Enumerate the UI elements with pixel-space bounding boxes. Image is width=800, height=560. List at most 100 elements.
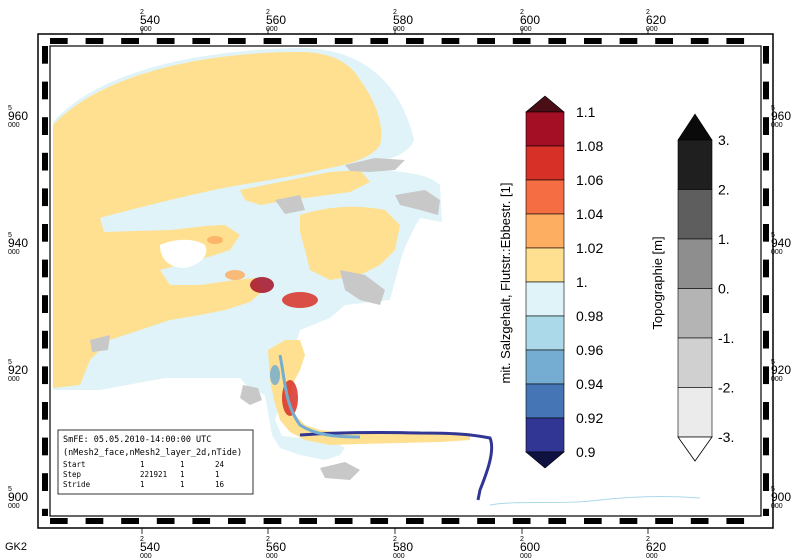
scale-segment-left xyxy=(42,419,48,438)
scale-segment-left xyxy=(42,99,48,118)
scale-segment-top xyxy=(530,38,549,44)
scale-segment-right xyxy=(763,206,769,224)
scale-segment-top xyxy=(245,38,264,44)
scale-segment-bottom xyxy=(459,518,478,524)
y-tick-prefix: 5 xyxy=(8,105,12,112)
info-row-label: Start xyxy=(63,460,86,469)
info-row-label: Stride xyxy=(63,480,91,489)
scale-segment-bottom xyxy=(441,518,460,524)
y-tick-suffix: 000 xyxy=(771,122,783,129)
scale-segment-bottom xyxy=(317,518,335,524)
y-tick-label: 900 xyxy=(8,490,28,504)
scale-segment-left xyxy=(42,46,48,64)
scale-segment-right xyxy=(763,46,769,64)
scale-segment-left xyxy=(42,63,48,82)
info-row-value: 24 xyxy=(215,460,225,469)
scale-segment-right xyxy=(763,135,769,153)
y-tick-suffix: 000 xyxy=(8,376,20,383)
x-tick-prefix: 2 xyxy=(393,536,397,543)
salinity-tick-label: 1.1 xyxy=(576,104,596,120)
scale-segment-top xyxy=(299,38,317,44)
x-axis-ticks: 2540000254000025600002560000258000025800… xyxy=(140,9,666,560)
scale-segment-top xyxy=(673,38,691,44)
scale-segment-bottom xyxy=(566,518,584,524)
x-tick-suffix: 000 xyxy=(646,26,658,33)
topography-tick-label: -3. xyxy=(718,429,734,445)
scale-segment-left xyxy=(42,330,48,349)
scale-segment-top xyxy=(708,38,727,44)
salinity-tick-label: 0.98 xyxy=(576,308,603,324)
scale-segment-bottom xyxy=(726,518,745,524)
scale-segment-bottom xyxy=(619,518,638,524)
x-tick-prefix: 2 xyxy=(266,536,270,543)
y-tick-suffix: 000 xyxy=(8,503,20,510)
topography-tick-label: 0. xyxy=(718,281,730,297)
info-row-value: 1 xyxy=(215,470,220,479)
x-tick-label: 600 xyxy=(520,13,540,27)
land-patches xyxy=(90,158,440,480)
scale-segment-left xyxy=(42,402,48,420)
scale-segment-bottom xyxy=(530,518,549,524)
info-line-2: (nMesh2_face,nMesh2_layer_2d,nTide) xyxy=(63,448,242,458)
scale-segment-left xyxy=(42,152,48,171)
salinity-tick-label: 0.9 xyxy=(576,444,596,460)
scale-segment-bottom xyxy=(210,518,228,524)
scale-segment-bottom xyxy=(388,518,406,524)
salinity-colorbar: 1.1 1.08 1.06 1.04 1.02 1. 0.98 0.96 0.94 0.92 0.9 xyxy=(525,95,603,469)
y-tick-suffix: 000 xyxy=(771,503,783,510)
sea-channel-east xyxy=(300,206,400,280)
x-tick-prefix: 2 xyxy=(646,9,650,16)
scale-segment-right xyxy=(763,402,769,420)
scale-segment-top xyxy=(139,38,157,44)
hotspot-5 xyxy=(270,365,280,385)
hotspot-1 xyxy=(250,277,274,293)
info-row-value: 1 xyxy=(140,460,145,469)
scale-segment-bottom xyxy=(245,518,264,524)
land-south-1 xyxy=(240,385,262,405)
scale-segment-top xyxy=(637,38,656,44)
scale-segment-top xyxy=(495,38,513,44)
scale-segment-left xyxy=(42,473,48,491)
salinity-color-swatch xyxy=(525,349,565,385)
scale-segment-bottom xyxy=(67,518,86,524)
hotspot-6 xyxy=(207,236,223,244)
topography-tick-label: 2. xyxy=(718,182,730,198)
scale-segment-top xyxy=(566,38,584,44)
info-line-1: SmFE: 05.05.2010-14:00:00 UTC xyxy=(63,435,211,445)
topography-under-arrow xyxy=(677,436,713,462)
salinity-tick-label: 1.06 xyxy=(576,172,603,188)
scale-segment-right xyxy=(763,241,769,260)
topography-tick-label: -2. xyxy=(718,380,734,396)
info-box-border xyxy=(57,429,254,495)
scale-segment-right xyxy=(763,491,769,509)
scale-segment-right xyxy=(763,437,769,456)
scale-segment-right xyxy=(763,330,769,349)
salinity-tick-label: 0.94 xyxy=(576,376,603,392)
scale-segment-left xyxy=(42,81,48,100)
scale-segment-right xyxy=(763,277,769,296)
y-tick-prefix: 5 xyxy=(771,232,775,239)
scale-segment-top xyxy=(352,38,371,44)
scale-segment-top xyxy=(121,38,139,44)
scale-segment-left xyxy=(42,295,48,313)
scale-segment-left xyxy=(42,366,48,385)
topography-color-swatch xyxy=(677,337,713,388)
scale-segment-left xyxy=(42,277,48,296)
scale-segment-top xyxy=(50,38,68,44)
x-tick-prefix: 2 xyxy=(646,536,650,543)
scale-segment-top xyxy=(370,38,389,44)
info-row-value: 1 xyxy=(180,460,185,469)
scale-segment-left xyxy=(42,188,48,207)
scale-segment-right xyxy=(763,63,769,82)
scale-segment-bottom xyxy=(352,518,371,524)
scale-segment-left xyxy=(42,224,48,242)
y-tick-prefix: 5 xyxy=(771,105,775,112)
scale-segment-bottom xyxy=(192,518,211,524)
scale-segment-top xyxy=(103,38,122,44)
x-tick-suffix: 000 xyxy=(140,26,152,33)
river-upstream xyxy=(489,496,701,506)
x-tick-suffix: 000 xyxy=(520,553,532,560)
scale-segment-bottom xyxy=(495,518,513,524)
scale-segment-right xyxy=(763,419,769,438)
